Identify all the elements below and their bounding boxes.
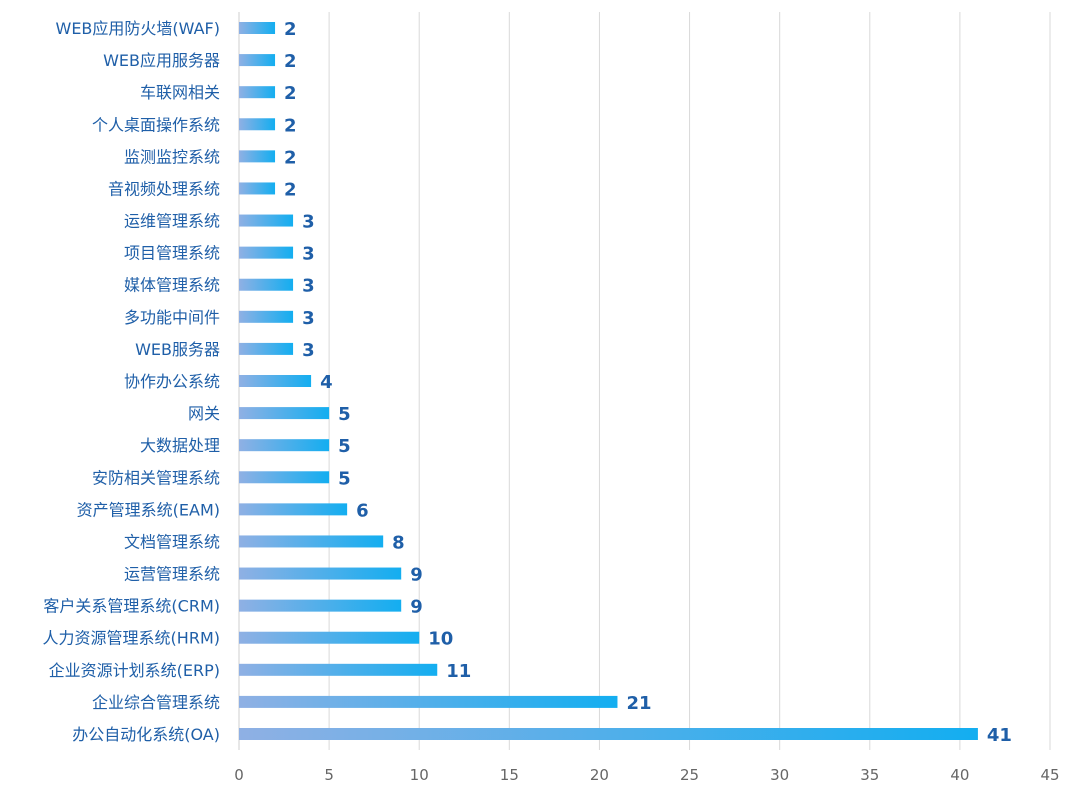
category-label: 监测监控系统	[124, 147, 220, 166]
bar	[239, 246, 294, 259]
bar	[239, 22, 276, 34]
data-label: 3	[302, 276, 315, 297]
x-tick-label: 40	[950, 766, 969, 784]
bar	[239, 407, 330, 420]
category-label: 媒体管理系统	[124, 276, 220, 295]
bar	[239, 599, 402, 612]
bar	[239, 695, 618, 708]
data-label: 5	[338, 436, 351, 457]
data-label: 9	[410, 597, 423, 618]
x-tick-label: 20	[590, 766, 609, 784]
category-label: 多功能中间件	[124, 308, 220, 327]
category-label: 协作办公系统	[124, 372, 220, 391]
x-tick-label: 5	[324, 766, 334, 784]
gridlines	[238, 12, 1051, 750]
category-labels: WEB应用防火墙(WAF) WEB应用服务器车联网相关个人桌面操作系统监测监控系统…	[43, 19, 220, 744]
bar	[239, 182, 276, 195]
category-label: 车联网相关	[140, 83, 220, 102]
category-label: 运维管理系统	[124, 212, 220, 231]
category-label: 个人桌面操作系统	[92, 115, 220, 134]
x-tick-label: 35	[860, 766, 879, 784]
bar	[239, 118, 276, 131]
category-label: 项目管理系统	[124, 244, 220, 263]
category-label: 资产管理系统(EAM)	[77, 500, 220, 519]
bars	[239, 22, 978, 740]
category-label: WEB应用服务器	[103, 51, 220, 70]
bar	[239, 214, 294, 227]
category-label: 人力资源管理系统(HRM)	[43, 629, 220, 648]
bar	[239, 567, 402, 580]
data-label: 5	[338, 404, 351, 425]
data-label: 21	[626, 693, 651, 714]
bar	[239, 278, 294, 291]
bar	[239, 631, 420, 644]
data-label: 2	[284, 19, 297, 40]
data-label: 8	[392, 532, 405, 553]
bar	[239, 86, 276, 99]
data-label: 2	[284, 115, 297, 136]
category-label: 文档管理系统	[124, 532, 220, 551]
category-label: WEB服务器	[135, 340, 220, 359]
data-label: 11	[446, 661, 471, 682]
bar	[239, 503, 348, 516]
category-label: 企业资源计划系统(ERP)	[49, 661, 220, 680]
data-label: 2	[284, 83, 297, 104]
bar	[239, 471, 330, 484]
data-label: 3	[302, 340, 315, 361]
data-label: 3	[302, 244, 315, 265]
x-tick-label: 45	[1040, 766, 1059, 784]
x-tick-label: 30	[770, 766, 789, 784]
data-label: 41	[987, 725, 1012, 746]
x-tick-label: 25	[680, 766, 699, 784]
category-label: 办公自动化系统(OA)	[72, 725, 220, 744]
bar	[239, 439, 330, 452]
data-label: 5	[338, 468, 351, 489]
category-label: 音视频处理系统	[108, 179, 220, 198]
data-label: 6	[356, 500, 369, 521]
x-tick-label: 15	[500, 766, 519, 784]
data-label: 3	[302, 308, 315, 329]
data-label: 3	[302, 212, 315, 233]
x-axis-tick-labels: 0 5 10 15 20 25 30 35 40 45	[234, 766, 1059, 784]
data-label: 9	[410, 565, 423, 586]
category-label: 安防相关管理系统	[92, 468, 220, 487]
bar	[239, 342, 294, 355]
category-label: 大数据处理	[140, 436, 220, 455]
data-label: 2	[284, 179, 297, 200]
x-tick-label: 0	[234, 766, 244, 784]
data-label: 10	[428, 629, 453, 650]
category-label: 客户关系管理系统(CRM)	[43, 597, 220, 616]
bar	[239, 54, 276, 67]
data-label: 2	[284, 147, 297, 168]
bar	[239, 728, 978, 740]
bar	[239, 375, 312, 387]
x-tick-label: 10	[410, 766, 429, 784]
category-label: 运营管理系统	[124, 565, 220, 584]
bar	[239, 150, 276, 163]
data-label: 2	[284, 51, 297, 72]
bar	[239, 535, 384, 548]
category-label: 企业综合管理系统	[92, 693, 220, 712]
category-label: 网关	[188, 404, 220, 423]
bar	[239, 663, 438, 676]
category-label: WEB应用防火墙(WAF)	[56, 19, 221, 38]
data-label: 4	[320, 372, 333, 393]
bar	[239, 310, 294, 323]
